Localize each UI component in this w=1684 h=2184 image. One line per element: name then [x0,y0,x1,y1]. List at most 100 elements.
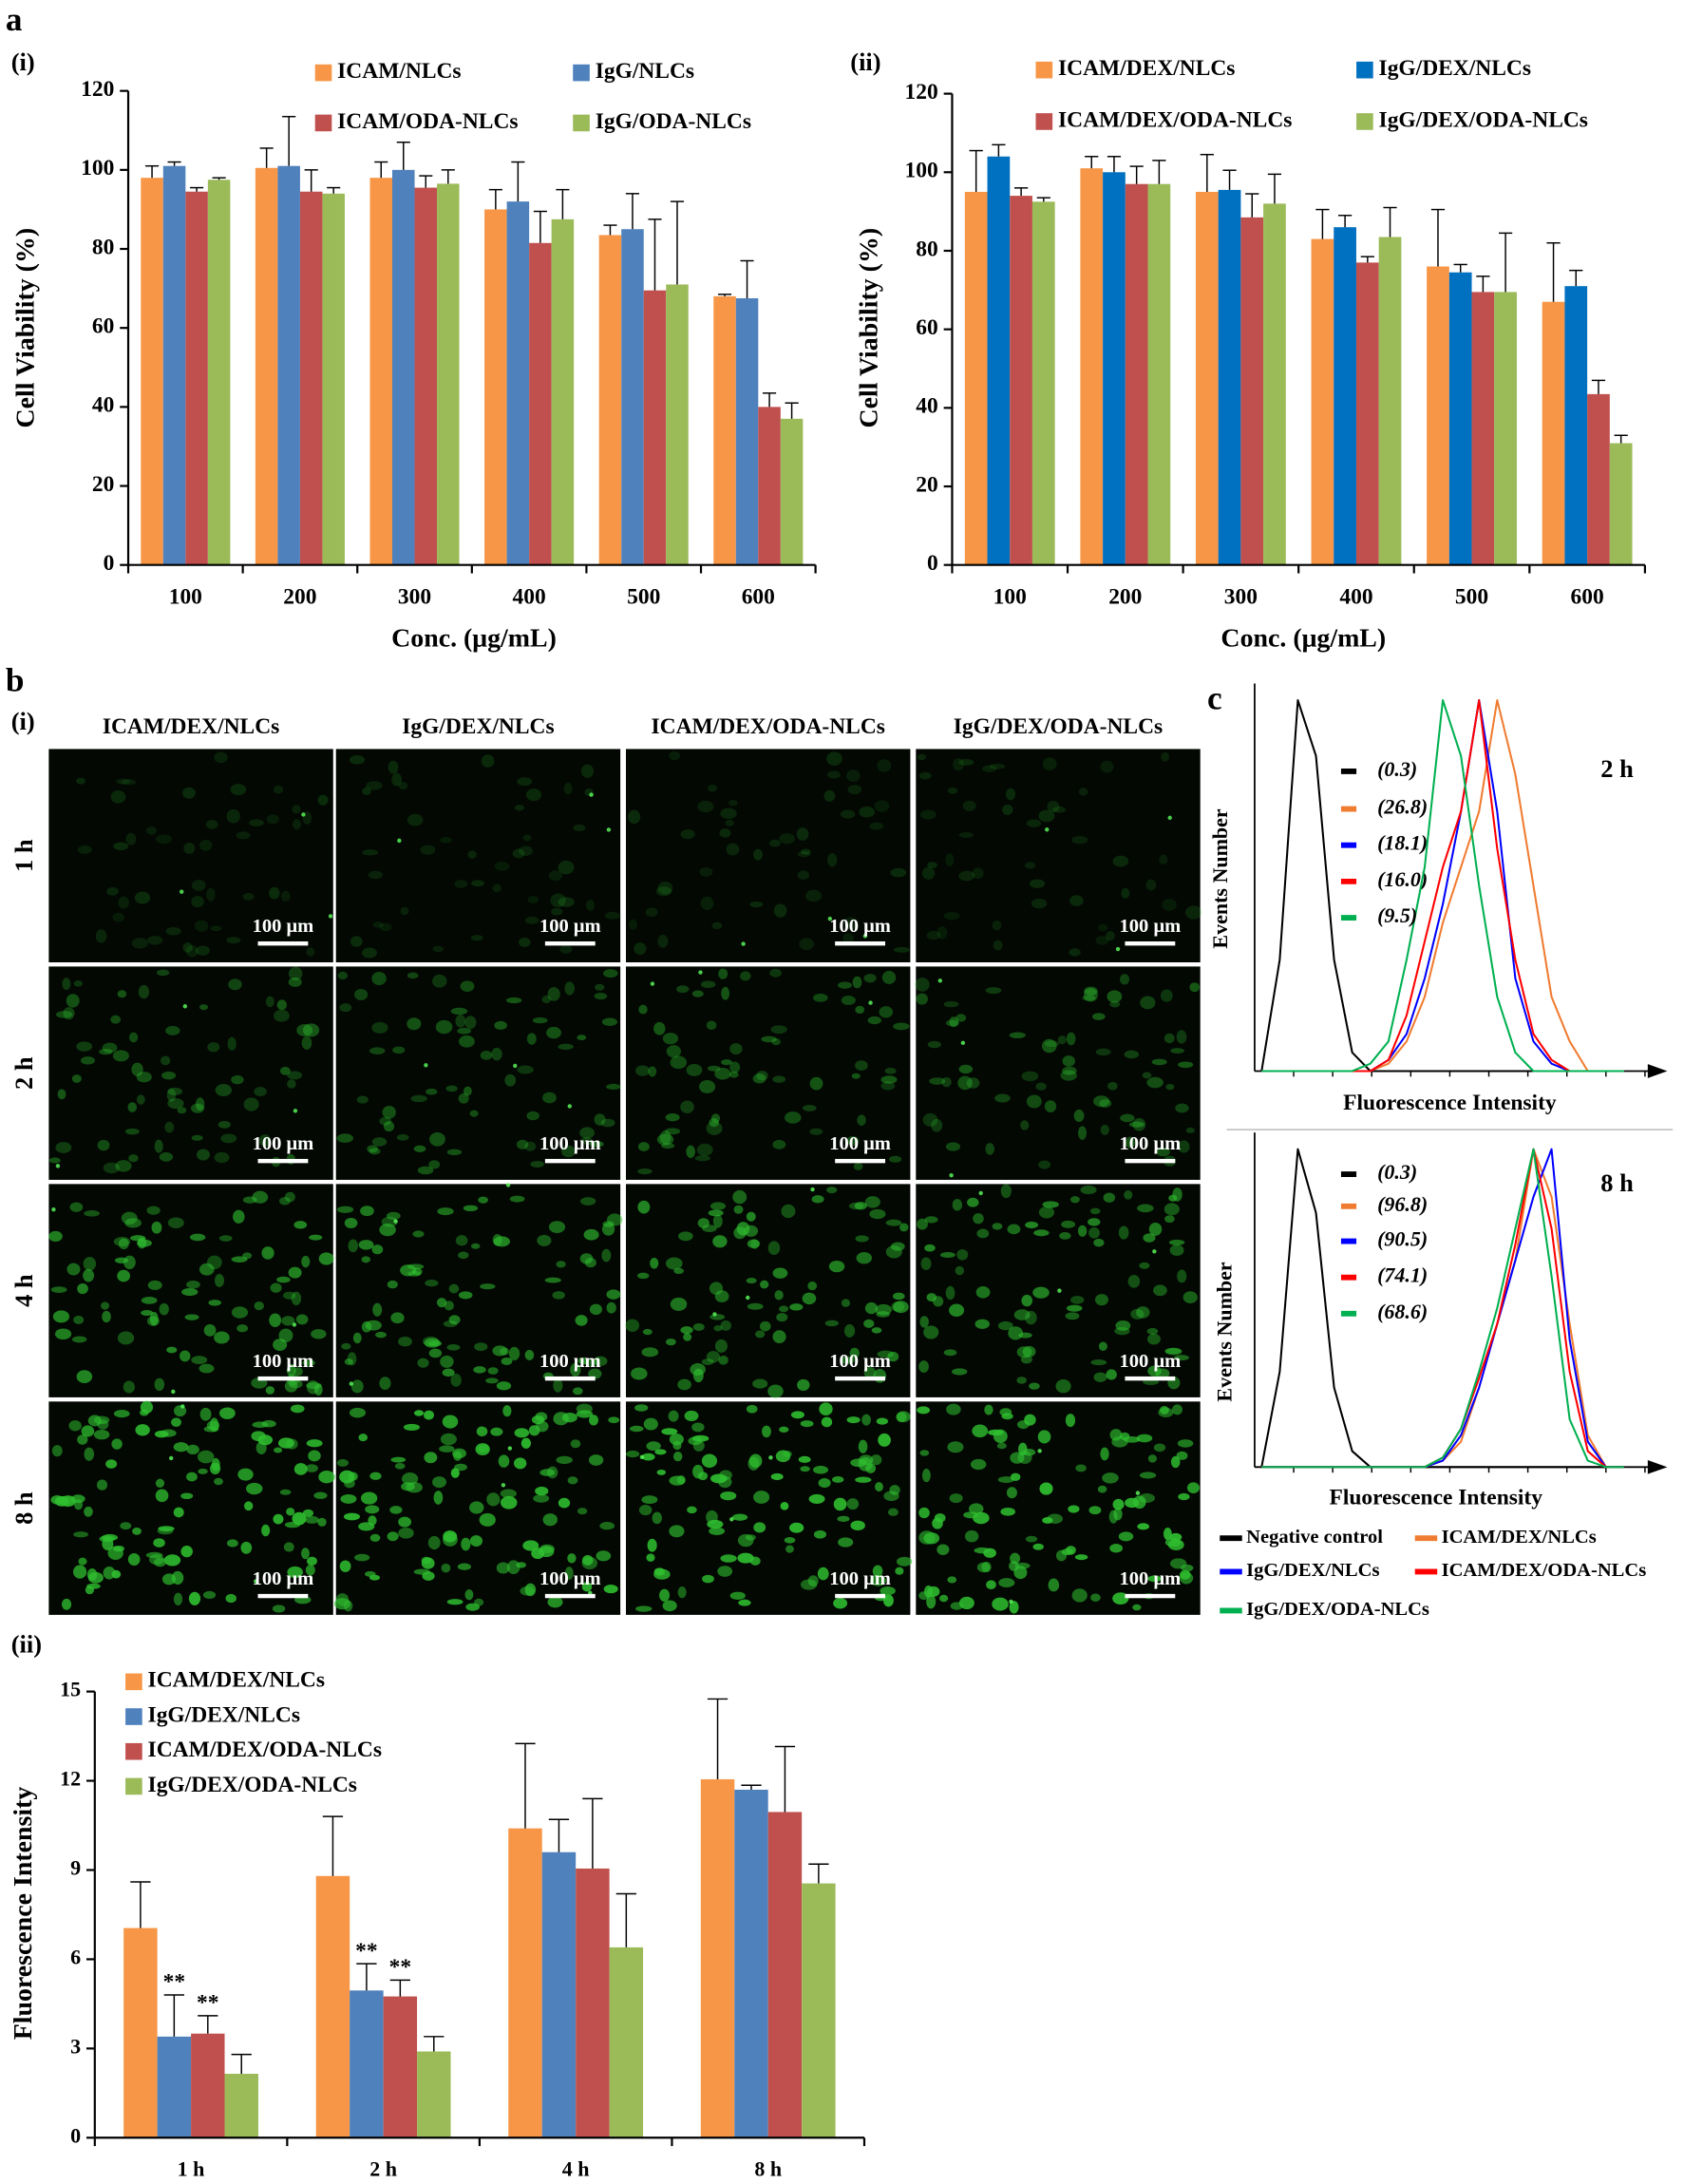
micrograph-background [916,749,1201,963]
cell [138,984,150,999]
cell [446,1599,464,1605]
cell [1047,801,1060,812]
bright-spot [180,889,184,894]
cell [841,996,856,1005]
cell [128,1032,139,1043]
cell [813,1529,827,1539]
mfi-label: (0.3) [1377,1160,1417,1184]
cell [997,1476,1015,1483]
cell [761,1035,777,1043]
cell [433,1491,444,1505]
cell [423,1410,434,1420]
cell [746,1211,756,1222]
cell [485,1377,499,1384]
cell [580,1136,593,1145]
cell [274,1447,283,1453]
cell [1032,1543,1044,1550]
cell [199,1407,212,1421]
cell [1093,1095,1110,1108]
cell [237,1468,254,1481]
cell [1137,1523,1150,1530]
cell [1084,986,1098,996]
cell [692,1439,705,1452]
cell [519,937,531,948]
cell [686,1063,703,1076]
panel-title: 2 h [1600,754,1634,783]
cell [1172,1404,1183,1415]
y-tick-label: 80 [916,237,937,261]
cell [429,1131,445,1147]
cell [127,1102,138,1112]
cell [288,977,302,987]
cell [73,1565,87,1579]
micrograph: 100 μm [335,749,621,963]
cell [365,1505,380,1514]
bar [964,191,988,565]
micrograph: 100 μm [916,1184,1201,1397]
cell [887,1351,899,1362]
cell [863,1319,875,1328]
cell [919,809,937,820]
cell [379,922,392,932]
cell [1176,1451,1188,1460]
cell [661,1143,675,1149]
cell [292,1511,307,1526]
legend-label: ICAM/DEX/NLCs [1058,56,1235,81]
cell [286,1508,295,1516]
cell [354,989,369,1001]
cell [542,1092,557,1104]
cell [947,787,958,794]
cell [580,764,595,778]
cell [1062,1066,1077,1075]
cell [407,1017,422,1031]
cell [796,827,809,841]
cell [1078,788,1088,796]
cell [166,1346,178,1354]
cell [372,1302,383,1317]
cell [379,1116,392,1126]
cell [642,1328,653,1336]
scale-bar [257,940,309,946]
cell [581,1556,598,1570]
cell [1038,1160,1051,1169]
cell [197,1149,211,1161]
x-tick-label: 2 h [369,2157,397,2181]
cell [1077,1126,1088,1140]
cell [864,1301,879,1315]
cell [508,1346,520,1361]
micrograph-background [335,966,621,1180]
cell [577,1357,590,1365]
bar [666,284,689,565]
cell [1109,1544,1124,1553]
cell [659,1130,672,1145]
cell [943,1000,959,1008]
cell [813,993,828,1002]
cell [921,1469,931,1483]
micrograph: 100 μm [48,749,333,963]
cell [802,1105,817,1111]
cell [1128,1121,1145,1128]
cell [352,1332,362,1344]
cell [558,860,575,875]
cell [599,1522,615,1530]
cell [413,1410,425,1416]
cell [996,1442,1007,1450]
cell [492,1234,502,1246]
cell [841,1356,855,1364]
cell [712,1214,723,1228]
cell [336,1206,354,1213]
x-tick-label: 600 [742,584,775,609]
legend-swatch [1356,61,1373,79]
cell [86,1583,101,1589]
cell [435,1019,453,1035]
cell [945,853,955,867]
cell [1132,1604,1142,1611]
cell [225,1593,237,1604]
cell [1184,905,1202,920]
cell [579,1127,596,1139]
scale-bar [835,1376,885,1381]
cell [476,1426,488,1437]
cell [869,1575,887,1586]
cell [687,1506,697,1514]
cell [738,1599,751,1606]
